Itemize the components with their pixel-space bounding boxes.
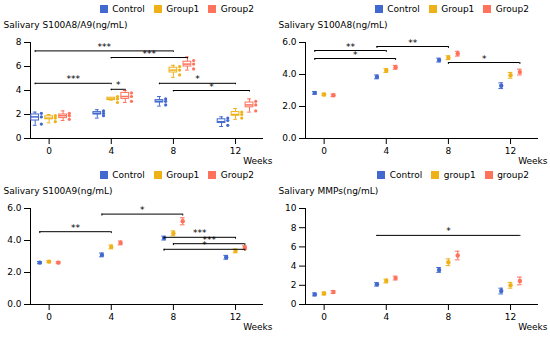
svg-text:*: * (140, 205, 145, 215)
svg-text:12: 12 (505, 146, 516, 156)
svg-text:***: *** (143, 49, 157, 59)
svg-text:12: 12 (230, 312, 241, 322)
svg-text:Weeks: Weeks (243, 156, 273, 166)
html-text:Group1: Group1 (166, 170, 200, 180)
svg-text:0: 0 (321, 146, 327, 156)
svg-text:4.0: 4.0 (7, 235, 22, 245)
svg-text:Weeks: Weeks (243, 322, 273, 332)
svg-text:6: 6 (291, 242, 297, 252)
html-text:Control: Control (387, 4, 420, 14)
svg-text:2.0: 2.0 (282, 101, 297, 111)
svg-text:*: * (353, 50, 358, 60)
svg-text:4: 4 (291, 261, 297, 271)
svg-text:4: 4 (108, 312, 114, 322)
svg-text:**: ** (408, 38, 418, 48)
svg-text:***: *** (66, 74, 80, 84)
html-text:Group2: Group2 (495, 4, 529, 14)
svg-text:4: 4 (383, 146, 389, 156)
svg-text:0.0: 0.0 (7, 299, 22, 309)
svg-text:**: ** (71, 223, 81, 233)
html-text:Group1: Group1 (441, 4, 475, 14)
svg-text:8: 8 (16, 37, 22, 47)
svg-text:*: * (209, 82, 214, 92)
svg-text:4: 4 (16, 85, 22, 95)
html-text:Group2: Group2 (220, 4, 254, 14)
svg-text:Salivary S100A9(ng/mL): Salivary S100A9(ng/mL) (4, 186, 113, 196)
svg-text:Weeks: Weeks (518, 322, 548, 332)
svg-text:0: 0 (321, 312, 327, 322)
html-text:Control: Control (112, 170, 145, 180)
svg-text:*: * (195, 74, 200, 84)
svg-text:0: 0 (46, 146, 52, 156)
html-text:Group2: Group2 (220, 170, 254, 180)
svg-text:8: 8 (446, 146, 452, 156)
svg-text:8: 8 (291, 223, 297, 233)
html-text:Control: Control (112, 4, 145, 14)
svg-text:*: * (202, 240, 207, 250)
svg-text:4: 4 (383, 312, 389, 322)
svg-text:0: 0 (46, 312, 52, 322)
svg-text:0: 0 (16, 133, 22, 143)
svg-text:10: 10 (285, 203, 297, 213)
svg-text:2: 2 (16, 109, 22, 119)
svg-text:8: 8 (446, 312, 452, 322)
svg-text:2.0: 2.0 (7, 267, 22, 277)
svg-text:8: 8 (171, 312, 177, 322)
svg-text:4.0: 4.0 (282, 69, 297, 79)
svg-text:*: * (446, 226, 451, 236)
svg-text:*: * (482, 54, 487, 64)
svg-text:6: 6 (16, 61, 22, 71)
svg-text:***: *** (98, 42, 112, 52)
svg-text:0: 0 (291, 299, 297, 309)
svg-text:8: 8 (171, 146, 177, 156)
svg-text:12: 12 (230, 146, 241, 156)
svg-text:4: 4 (108, 146, 114, 156)
svg-text:Salivary S100A8/A9(ng/mL): Salivary S100A8/A9(ng/mL) (4, 20, 128, 30)
svg-text:6.0: 6.0 (282, 37, 297, 47)
svg-text:0.0: 0.0 (282, 133, 297, 143)
svg-text:6.0: 6.0 (7, 203, 22, 213)
html-text:Group1: Group1 (166, 4, 200, 14)
html-text:group2: group2 (497, 170, 529, 180)
svg-text:Weeks: Weeks (518, 156, 548, 166)
svg-text:2: 2 (291, 280, 297, 290)
html-text:Control: Control (389, 170, 423, 180)
svg-text:*: * (116, 80, 121, 90)
svg-text:Salivary MMPs(ng/mL): Salivary MMPs(ng/mL) (279, 186, 379, 196)
svg-text:12: 12 (505, 312, 516, 322)
svg-text:Salivary S100A8(ng/mL): Salivary S100A8(ng/mL) (279, 20, 388, 30)
html-text:group1: group1 (443, 170, 476, 180)
